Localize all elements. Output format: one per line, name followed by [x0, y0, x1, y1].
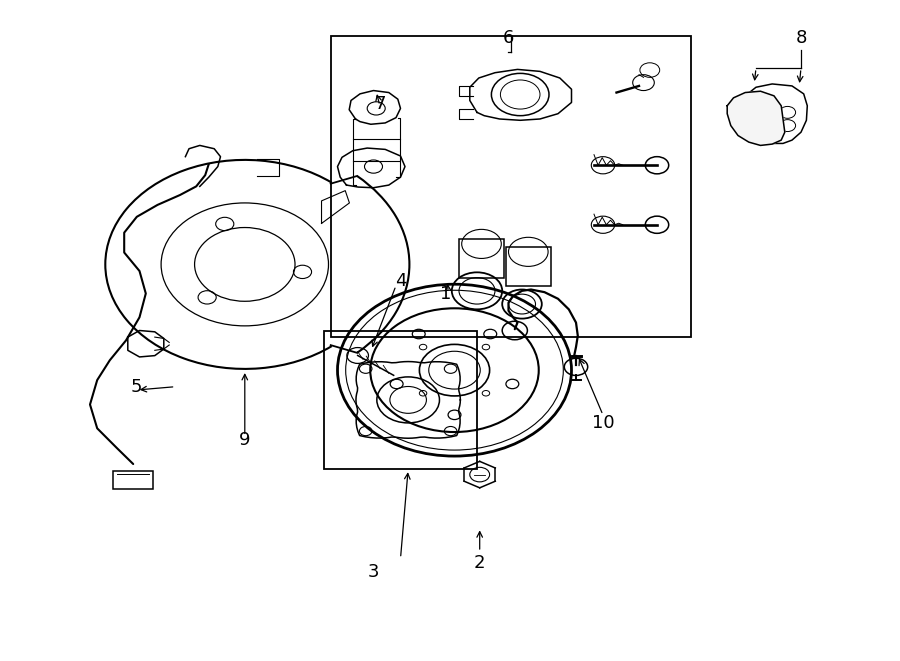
Text: 10: 10: [591, 414, 615, 432]
Text: 5: 5: [131, 377, 142, 396]
Bar: [324, 330, 477, 469]
Bar: [113, 471, 153, 489]
Polygon shape: [745, 84, 807, 143]
Text: 1: 1: [440, 285, 451, 303]
Text: 8: 8: [796, 29, 806, 48]
Text: 2: 2: [474, 554, 485, 572]
Polygon shape: [727, 91, 785, 145]
Text: 6: 6: [503, 29, 514, 48]
Bar: [506, 247, 551, 286]
Text: 9: 9: [239, 430, 250, 449]
Bar: [331, 36, 691, 337]
Text: 4: 4: [395, 272, 406, 290]
Text: 3: 3: [368, 563, 379, 581]
Bar: [459, 239, 504, 278]
Text: 7: 7: [375, 95, 386, 114]
